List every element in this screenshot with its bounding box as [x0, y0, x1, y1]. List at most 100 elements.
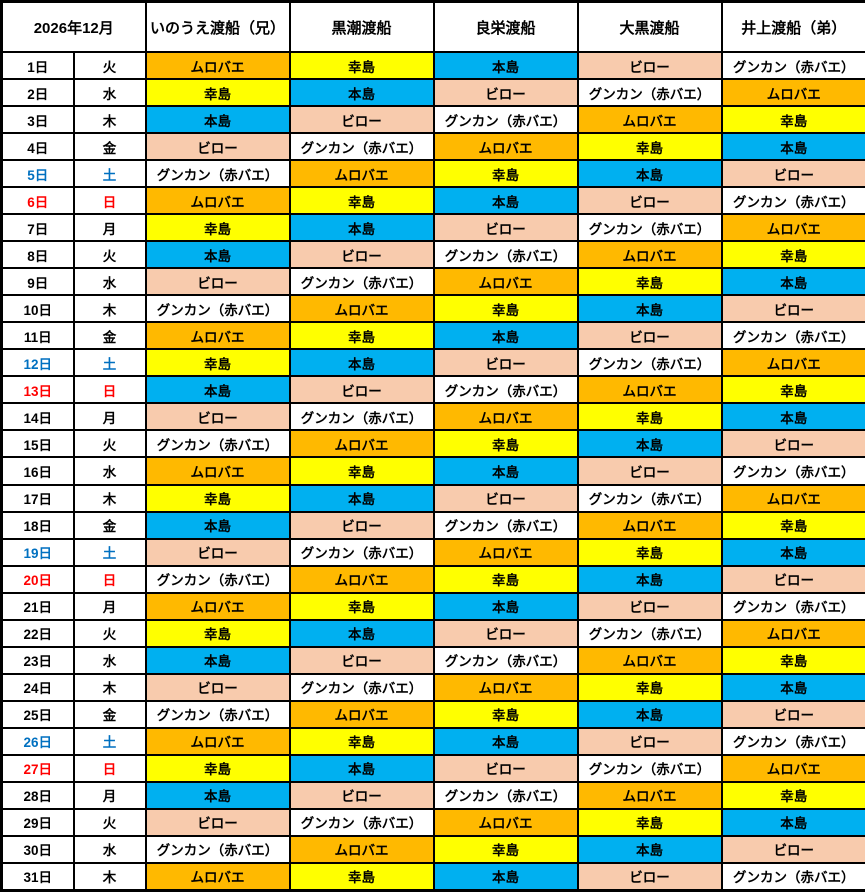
assignment-cell: ビロー: [288, 645, 435, 675]
assignment-cell: グンカン（赤バエ）: [288, 402, 435, 432]
schedule-row: 7日月幸島 本島 ビロー グンカン（赤バエ） ムロバエ: [0, 213, 865, 243]
assignment-cell: 本島: [288, 213, 435, 243]
assignment-cell: 本島: [288, 348, 435, 378]
assignment-cell: 本島: [288, 78, 435, 108]
assignment-cell: ビロー: [576, 321, 723, 351]
assignment-cell: 幸島: [432, 429, 579, 459]
assignment-cell: 幸島: [576, 132, 723, 162]
schedule-row: 1日火ムロバエ 幸島 本島 ビロー グンカン（赤バエ）: [0, 50, 865, 81]
assignment-cell: ビロー: [288, 780, 435, 810]
assignment-cell: 本島: [144, 105, 291, 135]
company-header-inoue-younger: 井上渡船（弟）: [720, 0, 865, 53]
assignment-cell: ムロバエ: [288, 834, 435, 864]
assignment-cell: 幸島: [432, 564, 579, 594]
day-cell: 15日: [0, 429, 75, 459]
day-cell: 19日: [0, 537, 75, 567]
weekday-cell: 日: [72, 753, 147, 783]
assignment-cell: ムロバエ: [432, 267, 579, 297]
schedule-row: 31日木ムロバエ 幸島 本島 ビロー グンカン（赤バエ）: [0, 861, 865, 892]
assignment-cell: グンカン（赤バエ）: [144, 159, 291, 189]
weekday-cell: 水: [72, 267, 147, 297]
company-header-daikoku: 大黒渡船: [576, 0, 723, 53]
assignment-cell: 本島: [432, 50, 579, 81]
weekday-cell: 金: [72, 321, 147, 351]
schedule-row: 29日火ビロー グンカン（赤バエ） ムロバエ 幸島 本島: [0, 807, 865, 837]
assignment-cell: ムロバエ: [432, 537, 579, 567]
schedule-row: 11日金ムロバエ 幸島 本島 ビロー グンカン（赤バエ）: [0, 321, 865, 351]
assignment-cell: 幸島: [720, 510, 865, 540]
assignment-cell: ムロバエ: [720, 348, 865, 378]
weekday-cell: 金: [72, 132, 147, 162]
assignment-cell: ムロバエ: [432, 402, 579, 432]
assignment-cell: 幸島: [288, 456, 435, 486]
assignment-cell: ビロー: [288, 105, 435, 135]
schedule-row: 22日火幸島 本島 ビロー グンカン（赤バエ） ムロバエ: [0, 618, 865, 648]
weekday-cell: 水: [72, 78, 147, 108]
day-cell: 11日: [0, 321, 75, 351]
assignment-cell: ビロー: [432, 483, 579, 513]
weekday-cell: 金: [72, 699, 147, 729]
assignment-cell: 本島: [576, 699, 723, 729]
assignment-cell: 幸島: [144, 753, 291, 783]
assignment-cell: ムロバエ: [720, 78, 865, 108]
assignment-cell: ビロー: [576, 456, 723, 486]
schedule-row: 5日土グンカン（赤バエ） ムロバエ 幸島 本島 ビロー: [0, 159, 865, 189]
assignment-cell: 幸島: [576, 672, 723, 702]
day-cell: 12日: [0, 348, 75, 378]
assignment-cell: ムロバエ: [432, 132, 579, 162]
assignment-cell: 本島: [144, 780, 291, 810]
assignment-cell: ムロバエ: [144, 861, 291, 892]
assignment-cell: 幸島: [288, 186, 435, 216]
assignment-cell: 幸島: [432, 699, 579, 729]
company-header-ryoei: 良栄渡船: [432, 0, 579, 53]
assignment-cell: ビロー: [432, 753, 579, 783]
assignment-cell: ビロー: [576, 726, 723, 756]
schedule-row: 26日土ムロバエ 幸島 本島 ビロー グンカン（赤バエ）: [0, 726, 865, 756]
schedule-row: 12日土幸島 本島 ビロー グンカン（赤バエ） ムロバエ: [0, 348, 865, 378]
assignment-cell: 本島: [432, 456, 579, 486]
company-header-inoue-elder: いのうえ渡船（兄）: [144, 0, 291, 53]
weekday-cell: 月: [72, 591, 147, 621]
schedule-row: 24日木ビロー グンカン（赤バエ） ムロバエ 幸島 本島: [0, 672, 865, 702]
assignment-cell: ビロー: [288, 510, 435, 540]
weekday-cell: 月: [72, 213, 147, 243]
assignment-cell: ビロー: [576, 591, 723, 621]
weekday-cell: 火: [72, 429, 147, 459]
assignment-cell: 幸島: [288, 591, 435, 621]
day-cell: 27日: [0, 753, 75, 783]
schedule-row: 18日金本島 ビロー グンカン（赤バエ） ムロバエ 幸島: [0, 510, 865, 540]
assignment-cell: 幸島: [720, 105, 865, 135]
schedule-row: 25日金グンカン（赤バエ） ムロバエ 幸島 本島 ビロー: [0, 699, 865, 729]
weekday-cell: 日: [72, 375, 147, 405]
assignment-cell: ビロー: [720, 564, 865, 594]
weekday-cell: 木: [72, 861, 147, 892]
day-cell: 9日: [0, 267, 75, 297]
assignment-cell: ビロー: [432, 348, 579, 378]
assignment-cell: 本島: [432, 861, 579, 892]
weekday-cell: 水: [72, 834, 147, 864]
schedule-row: 21日月ムロバエ 幸島 本島 ビロー グンカン（赤バエ）: [0, 591, 865, 621]
day-cell: 24日: [0, 672, 75, 702]
weekday-cell: 日: [72, 564, 147, 594]
assignment-cell: ムロバエ: [720, 618, 865, 648]
assignment-cell: ムロバエ: [720, 753, 865, 783]
assignment-cell: 本島: [432, 591, 579, 621]
assignment-cell: グンカン（赤バエ）: [720, 321, 865, 351]
assignment-cell: ビロー: [720, 834, 865, 864]
assignment-cell: 幸島: [144, 213, 291, 243]
assignment-cell: グンカン（赤バエ）: [720, 186, 865, 216]
assignment-cell: グンカン（赤バエ）: [144, 429, 291, 459]
day-cell: 3日: [0, 105, 75, 135]
assignment-cell: グンカン（赤バエ）: [288, 132, 435, 162]
day-cell: 25日: [0, 699, 75, 729]
assignment-cell: 幸島: [288, 321, 435, 351]
assignment-cell: グンカン（赤バエ）: [432, 510, 579, 540]
schedule-row: 10日木グンカン（赤バエ） ムロバエ 幸島 本島 ビロー: [0, 294, 865, 324]
assignment-cell: グンカン（赤バエ）: [576, 753, 723, 783]
assignment-cell: ビロー: [144, 132, 291, 162]
assignment-cell: ビロー: [288, 375, 435, 405]
assignment-cell: 本島: [144, 510, 291, 540]
assignment-cell: グンカン（赤バエ）: [144, 699, 291, 729]
assignment-cell: ムロバエ: [576, 240, 723, 270]
